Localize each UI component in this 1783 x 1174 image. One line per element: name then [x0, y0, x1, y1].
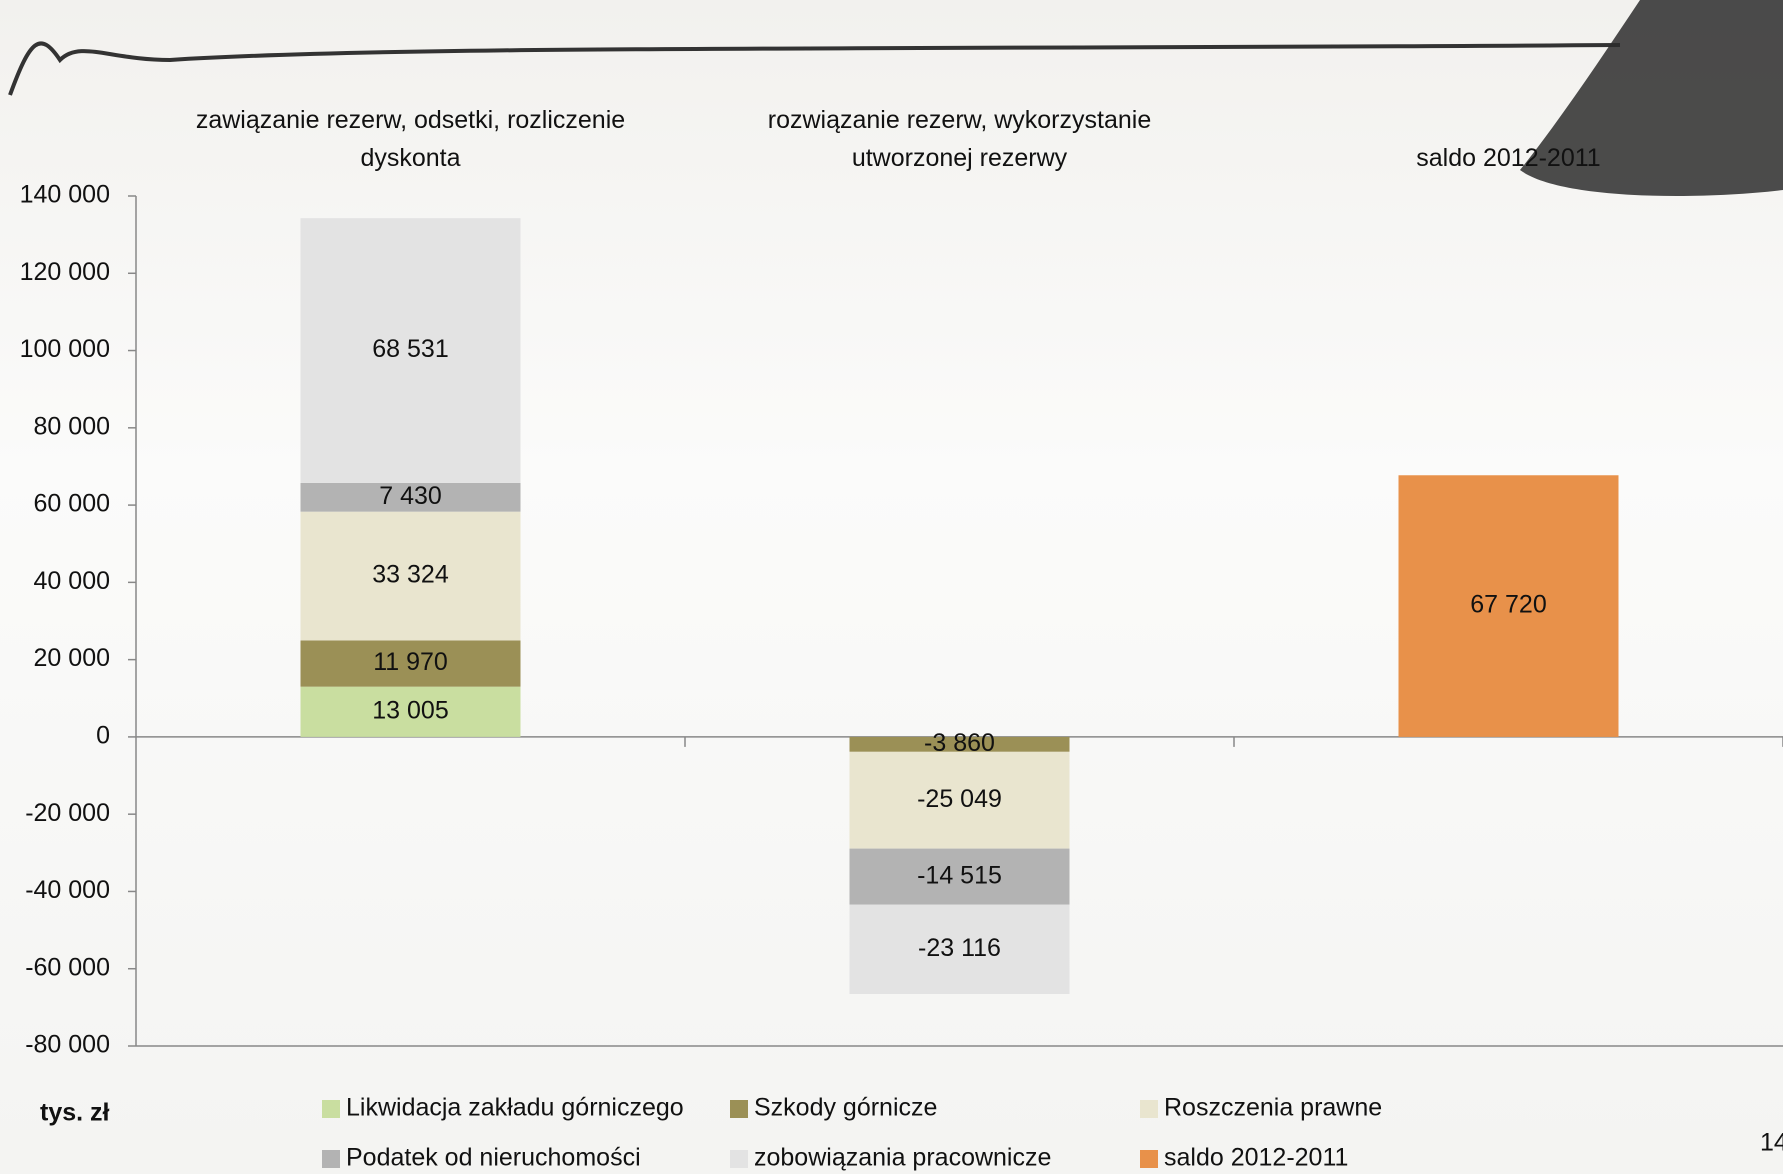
legend-swatch	[730, 1150, 748, 1168]
y-tick-label: 80 000	[34, 412, 110, 440]
y-tick-label: -20 000	[25, 799, 110, 827]
category-label: rozwiązanie rezerw, wykorzystanie utworz…	[767, 106, 1152, 172]
bar-segment	[300, 640, 521, 687]
y-tick-label: 120 000	[20, 258, 110, 286]
legend-label: Likwidacja zakładu górniczego	[346, 1094, 684, 1122]
page-number: 14	[1760, 1129, 1783, 1157]
legend-label: saldo 2012-2011	[1164, 1144, 1348, 1172]
y-tick-label: 100 000	[20, 335, 110, 363]
legend-swatch	[1140, 1150, 1158, 1168]
legend-label: Szkody górnicze	[754, 1094, 937, 1122]
bar-segment	[849, 736, 1070, 752]
bar-segment	[300, 482, 521, 512]
legend-swatch	[730, 1100, 748, 1118]
decoration	[8, 41, 1621, 96]
bar-segment	[849, 904, 1070, 994]
y-tick-label: 140 000	[20, 181, 110, 209]
data-label: 13 005	[372, 696, 448, 724]
y-tick-label: 40 000	[34, 567, 110, 595]
data-label: 33 324	[372, 561, 449, 589]
data-label: -14 515	[917, 861, 1002, 889]
decoration-stone	[1520, 0, 1783, 196]
data-label: 7 430	[379, 482, 442, 510]
legend-label: Podatek od nieruchomości	[346, 1144, 641, 1172]
category-label: zawiązanie rezerw, odsetki, rozliczenie …	[195, 106, 626, 172]
legend-swatch	[1140, 1100, 1158, 1118]
bar-segment	[300, 218, 521, 483]
data-label: 11 970	[373, 648, 448, 676]
data-label: 67 720	[1470, 591, 1546, 619]
data-label: 68 531	[372, 335, 448, 363]
legend-label: zobowiązania pracownicze	[754, 1144, 1051, 1172]
legend-label: Roszczenia prawne	[1164, 1094, 1382, 1122]
y-tick-label: 20 000	[34, 644, 110, 672]
legend-swatch	[322, 1100, 340, 1118]
bar-segment	[849, 848, 1070, 905]
bar-segment	[849, 751, 1070, 849]
y-tick-label: -60 000	[25, 953, 110, 981]
bar-segment	[1398, 475, 1619, 737]
bar-segment	[300, 686, 521, 737]
y-tick-label: 0	[96, 722, 110, 750]
unit-label: tys. zł	[40, 1099, 110, 1127]
y-tick-label: 60 000	[34, 490, 110, 518]
category-label: saldo 2012-2011	[1416, 144, 1601, 172]
y-tick-label: -40 000	[25, 876, 110, 904]
data-label: -23 116	[918, 934, 1001, 962]
data-label: -25 049	[917, 785, 1002, 813]
bar-segment	[300, 511, 521, 641]
legend-swatch	[322, 1150, 340, 1168]
y-tick-label: -80 000	[25, 1031, 110, 1059]
